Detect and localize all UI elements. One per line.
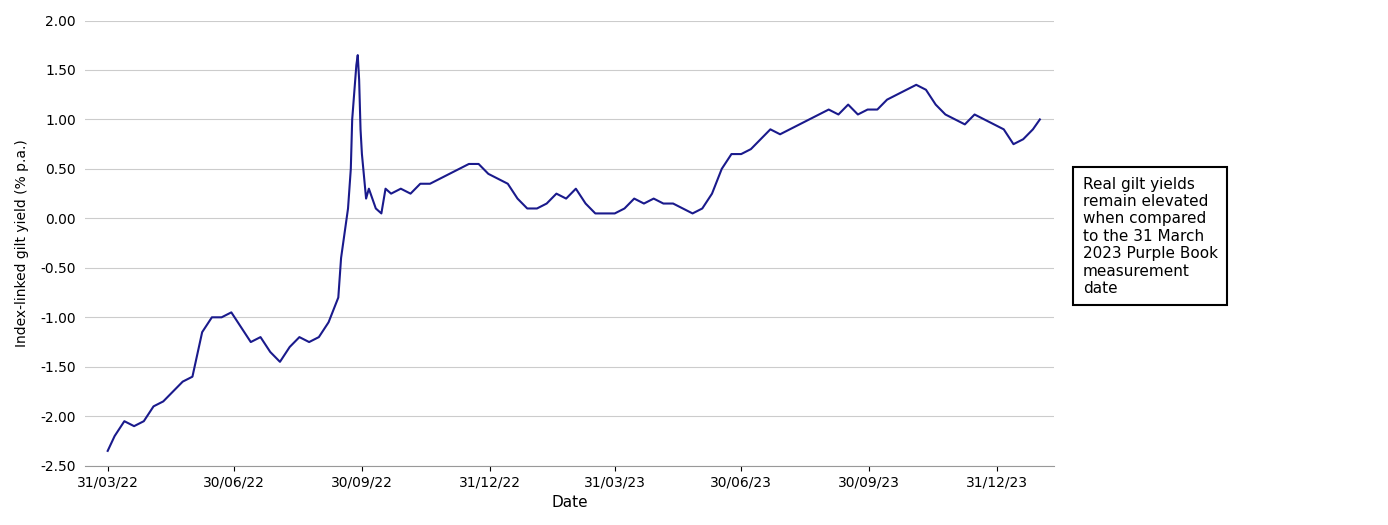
X-axis label: Date: Date <box>551 495 589 510</box>
Y-axis label: Index-linked gilt yield (% p.a.): Index-linked gilt yield (% p.a.) <box>15 139 29 347</box>
Text: Real gilt yields
remain elevated
when compared
to the 31 March
2023 Purple Book
: Real gilt yields remain elevated when co… <box>1083 176 1217 296</box>
